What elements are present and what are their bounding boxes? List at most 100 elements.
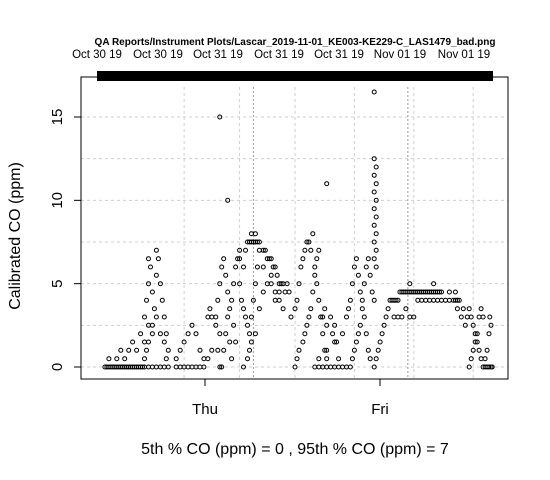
data-point [278, 281, 284, 287]
data-point [197, 347, 203, 353]
data-point [446, 289, 452, 295]
data-point [431, 281, 437, 287]
data-point [322, 306, 328, 312]
data-point [488, 322, 494, 328]
data-point [349, 356, 355, 362]
y-axis: 0 5 10 15 [49, 109, 82, 371]
x-axis: Thu Fri [192, 379, 389, 418]
data-point [237, 281, 243, 287]
data-point [254, 239, 260, 245]
data-point [316, 247, 322, 253]
data-point [310, 231, 316, 237]
data-point [252, 331, 258, 337]
data-point [324, 347, 330, 353]
data-point [357, 289, 363, 295]
data-point [207, 306, 213, 312]
data-point [373, 164, 379, 170]
data-point [286, 289, 292, 295]
top-tick-label: Oct 30 19 [72, 49, 122, 61]
data-point [225, 197, 231, 203]
data-point [173, 356, 179, 362]
data-point [219, 364, 225, 370]
data-point [252, 281, 258, 287]
data-point [377, 339, 383, 345]
data-point [393, 297, 399, 303]
data-point [241, 306, 246, 312]
data-point [215, 347, 221, 353]
data-point [367, 356, 373, 362]
data-point [355, 272, 361, 278]
data-point [320, 314, 326, 320]
data-point [146, 256, 151, 262]
data-point [351, 347, 357, 353]
data-point [294, 297, 300, 303]
data-point [292, 364, 298, 370]
data-point [209, 314, 215, 320]
data-point [296, 281, 302, 287]
data-point [489, 364, 495, 370]
data-point [347, 364, 353, 370]
data-point [383, 314, 389, 320]
data-point [328, 314, 334, 320]
data-point [478, 306, 484, 312]
data-point [233, 264, 239, 270]
data-point [300, 256, 306, 262]
data-point [272, 297, 278, 303]
data-point [181, 339, 187, 345]
data-point [276, 297, 282, 303]
data-point [229, 356, 235, 362]
data-point [217, 364, 223, 370]
data-point [165, 364, 171, 370]
data-point [241, 364, 246, 370]
data-point [153, 272, 159, 278]
data-point [248, 314, 254, 320]
top-tick-labels: Oct 30 19 Oct 30 19 Oct 31 19 Oct 31 19 Oct … [72, 49, 490, 61]
data-point [221, 256, 227, 262]
data-point [330, 331, 336, 337]
data-point [373, 231, 379, 237]
data-point [256, 239, 262, 245]
data-point [130, 339, 136, 345]
data-point [266, 256, 272, 262]
data-point [316, 356, 322, 362]
data-point [142, 339, 147, 345]
data-point [373, 181, 379, 187]
data-point [308, 247, 314, 253]
x-tick-label: Fri [371, 401, 389, 418]
data-point [247, 331, 252, 337]
data-point [324, 356, 330, 362]
data-point [144, 347, 149, 353]
data-point [209, 347, 215, 353]
data-point [296, 347, 302, 353]
data-point [189, 322, 195, 328]
data-point [371, 297, 377, 303]
data-point [306, 239, 312, 245]
data-point [227, 339, 233, 345]
data-point [373, 264, 379, 270]
data-point [371, 239, 377, 245]
data-point [193, 331, 199, 337]
data-point [243, 247, 248, 253]
data-point [122, 356, 128, 362]
data-point [346, 306, 351, 312]
data-point [260, 247, 266, 253]
data-point [153, 247, 159, 253]
data-point [371, 156, 377, 162]
data-point [292, 306, 298, 312]
data-point [336, 356, 342, 362]
data-point [371, 206, 377, 212]
data-point [399, 314, 405, 320]
data-point [306, 314, 312, 320]
data-point [256, 306, 262, 312]
top-tick-label: Oct 31 19 [254, 49, 304, 61]
data-point [437, 289, 442, 295]
data-point [371, 364, 377, 370]
data-point [247, 347, 252, 353]
data-point [245, 356, 250, 362]
data-point [472, 331, 478, 337]
data-point [304, 322, 310, 328]
y-axis-label: Calibrated CO (ppm) [7, 162, 24, 310]
data-point [371, 222, 377, 228]
data-point [252, 231, 258, 237]
data-point [223, 272, 229, 278]
